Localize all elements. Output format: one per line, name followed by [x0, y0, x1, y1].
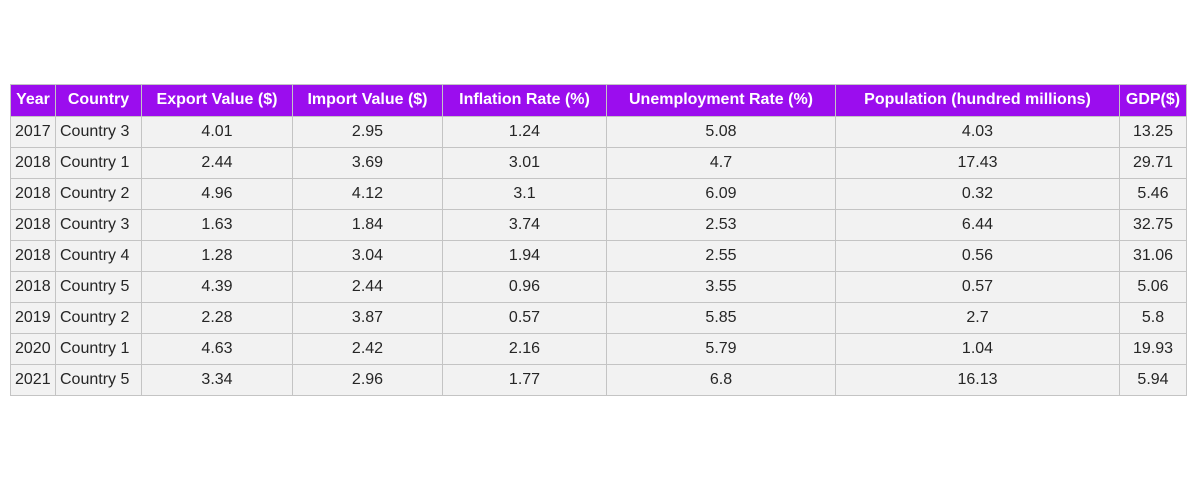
- cell-import-value: 2.96: [293, 365, 443, 396]
- table-row: 2019 Country 2 2.28 3.87 0.57 5.85 2.7 5.8: [11, 303, 1187, 334]
- cell-population: 6.44: [836, 210, 1120, 241]
- cell-unemployment-rate: 5.08: [607, 117, 836, 148]
- cell-inflation-rate: 1.24: [443, 117, 607, 148]
- header-import-value: Import Value ($): [293, 85, 443, 117]
- cell-import-value: 2.95: [293, 117, 443, 148]
- cell-unemployment-rate: 6.09: [607, 179, 836, 210]
- cell-population: 1.04: [836, 334, 1120, 365]
- cell-inflation-rate: 1.94: [443, 241, 607, 272]
- cell-import-value: 3.69: [293, 148, 443, 179]
- cell-country: Country 5: [56, 272, 142, 303]
- cell-country: Country 2: [56, 179, 142, 210]
- cell-unemployment-rate: 2.53: [607, 210, 836, 241]
- cell-population: 16.13: [836, 365, 1120, 396]
- cell-year: 2021: [11, 365, 56, 396]
- cell-country: Country 2: [56, 303, 142, 334]
- cell-country: Country 1: [56, 334, 142, 365]
- cell-export-value: 3.34: [142, 365, 293, 396]
- cell-unemployment-rate: 4.7: [607, 148, 836, 179]
- table-row: 2018 Country 1 2.44 3.69 3.01 4.7 17.43 29.71: [11, 148, 1187, 179]
- cell-inflation-rate: 1.77: [443, 365, 607, 396]
- cell-export-value: 4.01: [142, 117, 293, 148]
- header-country: Country: [56, 85, 142, 117]
- cell-export-value: 4.39: [142, 272, 293, 303]
- table-row: 2021 Country 5 3.34 2.96 1.77 6.8 16.13 5.94: [11, 365, 1187, 396]
- cell-unemployment-rate: 5.79: [607, 334, 836, 365]
- cell-year: 2017: [11, 117, 56, 148]
- table-row: 2020 Country 1 4.63 2.42 2.16 5.79 1.04 19.93: [11, 334, 1187, 365]
- cell-import-value: 3.04: [293, 241, 443, 272]
- cell-export-value: 2.28: [142, 303, 293, 334]
- cell-import-value: 4.12: [293, 179, 443, 210]
- header-year: Year: [11, 85, 56, 117]
- cell-country: Country 1: [56, 148, 142, 179]
- cell-country: Country 3: [56, 210, 142, 241]
- cell-gdp: 5.94: [1120, 365, 1187, 396]
- cell-year: 2018: [11, 179, 56, 210]
- cell-export-value: 4.63: [142, 334, 293, 365]
- data-table-container: Year Country Export Value ($) Import Val…: [10, 84, 1187, 396]
- cell-unemployment-rate: 6.8: [607, 365, 836, 396]
- header-export-value: Export Value ($): [142, 85, 293, 117]
- cell-year: 2018: [11, 148, 56, 179]
- cell-gdp: 19.93: [1120, 334, 1187, 365]
- cell-population: 2.7: [836, 303, 1120, 334]
- cell-gdp: 5.8: [1120, 303, 1187, 334]
- cell-country: Country 4: [56, 241, 142, 272]
- cell-inflation-rate: 0.57: [443, 303, 607, 334]
- header-row: Year Country Export Value ($) Import Val…: [11, 85, 1187, 117]
- cell-gdp: 29.71: [1120, 148, 1187, 179]
- cell-import-value: 1.84: [293, 210, 443, 241]
- header-gdp: GDP($): [1120, 85, 1187, 117]
- cell-inflation-rate: 3.1: [443, 179, 607, 210]
- table-row: 2018 Country 2 4.96 4.12 3.1 6.09 0.32 5.46: [11, 179, 1187, 210]
- cell-inflation-rate: 3.01: [443, 148, 607, 179]
- table-row: 2018 Country 5 4.39 2.44 0.96 3.55 0.57 5.06: [11, 272, 1187, 303]
- cell-year: 2018: [11, 210, 56, 241]
- cell-population: 0.56: [836, 241, 1120, 272]
- cell-export-value: 2.44: [142, 148, 293, 179]
- cell-gdp: 13.25: [1120, 117, 1187, 148]
- header-population: Population (hundred millions): [836, 85, 1120, 117]
- cell-import-value: 2.44: [293, 272, 443, 303]
- cell-inflation-rate: 3.74: [443, 210, 607, 241]
- cell-population: 0.57: [836, 272, 1120, 303]
- cell-export-value: 4.96: [142, 179, 293, 210]
- cell-year: 2018: [11, 241, 56, 272]
- data-table: Year Country Export Value ($) Import Val…: [10, 84, 1187, 396]
- cell-year: 2019: [11, 303, 56, 334]
- header-unemployment-rate: Unemployment Rate (%): [607, 85, 836, 117]
- cell-population: 0.32: [836, 179, 1120, 210]
- cell-gdp: 32.75: [1120, 210, 1187, 241]
- cell-export-value: 1.63: [142, 210, 293, 241]
- cell-unemployment-rate: 3.55: [607, 272, 836, 303]
- cell-export-value: 1.28: [142, 241, 293, 272]
- header-inflation-rate: Inflation Rate (%): [443, 85, 607, 117]
- cell-year: 2018: [11, 272, 56, 303]
- cell-import-value: 3.87: [293, 303, 443, 334]
- cell-inflation-rate: 2.16: [443, 334, 607, 365]
- cell-import-value: 2.42: [293, 334, 443, 365]
- cell-country: Country 5: [56, 365, 142, 396]
- cell-gdp: 31.06: [1120, 241, 1187, 272]
- cell-gdp: 5.46: [1120, 179, 1187, 210]
- table-body: 2017 Country 3 4.01 2.95 1.24 5.08 4.03 13.25 20…: [11, 117, 1187, 396]
- table-row: 2018 Country 3 1.63 1.84 3.74 2.53 6.44 32.75: [11, 210, 1187, 241]
- table-row: 2018 Country 4 1.28 3.04 1.94 2.55 0.56 31.06: [11, 241, 1187, 272]
- cell-gdp: 5.06: [1120, 272, 1187, 303]
- cell-unemployment-rate: 5.85: [607, 303, 836, 334]
- cell-population: 17.43: [836, 148, 1120, 179]
- cell-population: 4.03: [836, 117, 1120, 148]
- cell-year: 2020: [11, 334, 56, 365]
- cell-unemployment-rate: 2.55: [607, 241, 836, 272]
- cell-country: Country 3: [56, 117, 142, 148]
- table-row: 2017 Country 3 4.01 2.95 1.24 5.08 4.03 13.25: [11, 117, 1187, 148]
- cell-inflation-rate: 0.96: [443, 272, 607, 303]
